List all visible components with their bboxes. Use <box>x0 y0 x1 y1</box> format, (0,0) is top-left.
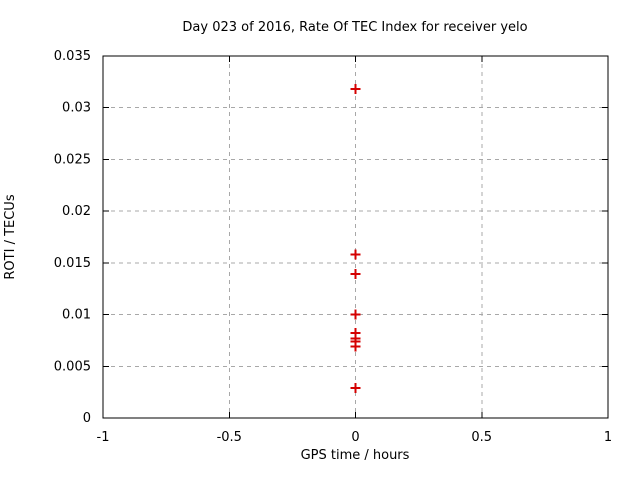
data-point-marker <box>350 341 361 352</box>
x-tick-label: -1 <box>97 430 110 445</box>
x-tick-label: 0.5 <box>471 430 492 445</box>
y-tick-label: 0.01 <box>62 308 91 323</box>
y-tick-label: 0.03 <box>62 101 91 116</box>
y-tick-label: 0.015 <box>54 256 91 271</box>
y-tick-label: 0.005 <box>54 359 91 374</box>
x-tick-label: 1 <box>604 430 612 445</box>
plot-area: -1 -0.5 0 0.5 1 0 0.005 0.01 0.015 0.02 0.025 0.03 0… <box>54 49 612 445</box>
x-axis-title: GPS time / hours <box>301 448 410 463</box>
data-point-marker <box>350 269 361 280</box>
plot-border <box>102 55 609 419</box>
data-point-marker <box>350 309 361 320</box>
data-point-marker <box>350 249 361 260</box>
data-point-marker <box>350 383 361 394</box>
x-tick-label: -0.5 <box>217 430 242 445</box>
x-tick-label: 0 <box>351 430 359 445</box>
chart-title: Day 023 of 2016, Rate Of TEC Index for r… <box>182 20 527 35</box>
y-tick-label: 0.025 <box>54 152 91 167</box>
y-tick-label: 0.02 <box>62 204 91 219</box>
y-axis-title: ROTI / TECUs <box>3 194 18 279</box>
y-tick-label: 0.035 <box>54 49 91 64</box>
data-point-marker <box>350 84 361 95</box>
y-tick-label: 0 <box>83 411 91 426</box>
